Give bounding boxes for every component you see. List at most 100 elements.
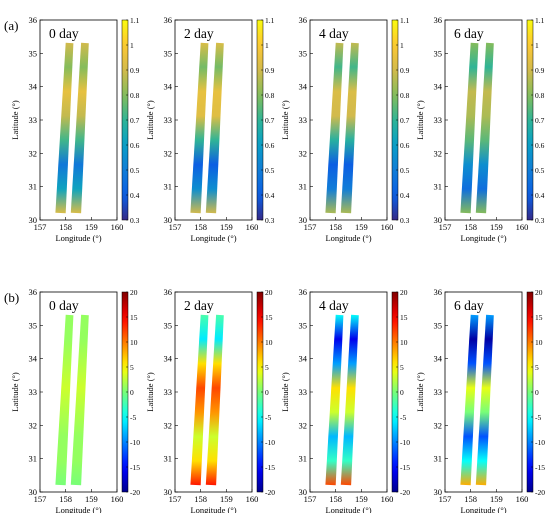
colorbar-tick-label: 1.1 [130,16,140,25]
colorbar-tick-label: 20 [535,288,543,297]
colorbar-tick-label: -20 [265,488,275,497]
x-axis-label: Longitude (°) [55,233,101,243]
x-tick-label: 159 [220,222,233,232]
colorbar-tick-label: -5 [400,413,406,422]
data-swath [460,42,479,214]
colorbar-tick-label: 0.5 [265,166,275,175]
colorbar-tick-label: -10 [400,438,410,447]
colorbar-tick-label: -5 [535,413,541,422]
y-tick-label: 30 [434,487,443,497]
colorbar-tick-label: 5 [400,363,404,372]
colorbar-tick-label: 0.5 [400,166,410,175]
y-tick-label: 31 [299,182,308,192]
map-panel: 4 day 30 31 32 33 34 35 36 157 158 159 160 Longitude… [280,287,410,513]
x-tick-label: 159 [355,222,368,232]
y-tick-label: 36 [164,15,173,25]
colorbar-tick-label: 0.6 [265,141,275,150]
x-tick-label: 157 [439,494,452,504]
y-tick-label: 31 [29,454,38,464]
colorbar-tick-label: -15 [400,463,410,472]
x-axis-label: Longitude (°) [325,233,371,243]
colorbar-tick-label: 0.7 [265,116,275,125]
colorbar-tick-label: 0.7 [400,116,410,125]
colorbar-tick-label: 0 [400,388,404,397]
y-tick-label: 30 [434,215,443,225]
x-tick-label: 160 [111,222,124,232]
colorbar-tick-label: 10 [400,338,408,347]
data-swath [460,314,479,486]
y-tick-label: 33 [164,387,173,397]
y-tick-label: 36 [299,15,308,25]
colorbar-tick-label: -15 [265,463,275,472]
data-swath [205,42,224,214]
colorbar-tick-label: 15 [130,313,138,322]
colorbar-tick-label: 15 [265,313,273,322]
y-axis-label: Latitude (°) [415,100,425,140]
data-swath [325,42,344,214]
map-panel: 4 day 30 31 32 33 34 35 36 157 158 159 160 Longitude… [280,15,410,243]
y-tick-label: 35 [299,48,308,58]
colorbar-tick-label: 1 [265,41,269,50]
x-tick-label: 158 [194,222,207,232]
data-swath [190,314,209,486]
colorbar-tick-label: 0.6 [130,141,140,150]
map-panel: 0 day 30 31 32 33 34 35 36 157 158 159 160 Longitude… [10,287,140,513]
y-tick-label: 35 [164,48,173,58]
y-axis-label: Latitude (°) [415,372,425,412]
colorbar-tick-label: 0.3 [400,216,410,225]
colorbar-tick-label: 0.3 [535,216,545,225]
x-tick-label: 160 [111,494,124,504]
y-tick-label: 35 [299,320,308,330]
colorbar-tick-label: 0.9 [265,66,275,75]
data-swath [205,314,224,486]
y-tick-label: 33 [29,387,38,397]
data-swath [55,314,74,486]
colorbar-tick-label: -10 [265,438,275,447]
y-tick-label: 32 [29,148,38,158]
y-tick-label: 34 [164,354,173,364]
colorbar-tick-label: 0.8 [130,91,140,100]
colorbar-tick-label: 0.4 [265,191,275,200]
y-tick-label: 30 [164,487,173,497]
y-tick-label: 30 [299,487,308,497]
colorbar-tick-label: 0.7 [535,116,545,125]
x-tick-label: 159 [220,494,233,504]
x-tick-label: 160 [381,222,394,232]
y-tick-label: 30 [29,215,38,225]
x-tick-label: 159 [490,494,503,504]
y-tick-label: 33 [434,387,443,397]
map-panel: 2 day 30 31 32 33 34 35 36 157 158 159 160 Longitude… [145,287,275,513]
x-tick-label: 158 [329,222,342,232]
colorbar-tick-label: 0.3 [265,216,275,225]
panel-title: 4 day [319,26,349,41]
y-tick-label: 33 [299,115,308,125]
colorbar-tick-label: 20 [265,288,273,297]
y-tick-label: 31 [434,182,443,192]
colorbar-tick-label: 20 [130,288,138,297]
map-panel: 2 day 30 31 32 33 34 35 36 157 158 159 160 Longitude… [145,15,275,243]
colorbar-tick-label: 5 [265,363,269,372]
y-tick-label: 35 [29,48,38,58]
y-tick-label: 33 [29,115,38,125]
colorbar-tick-label: 0.8 [400,91,410,100]
x-tick-label: 157 [169,494,182,504]
x-tick-label: 157 [439,222,452,232]
colorbar-tick-label: -5 [265,413,271,422]
colorbar-tick-label: 0.3 [130,216,140,225]
x-tick-label: 157 [34,494,47,504]
y-tick-label: 36 [434,15,443,25]
colorbar-tick-label: 15 [535,313,543,322]
x-tick-label: 160 [246,222,259,232]
y-tick-label: 36 [29,15,38,25]
y-axis-label: Latitude (°) [145,100,155,140]
colorbar-tick-label: 0.5 [535,166,545,175]
y-tick-label: 32 [434,148,443,158]
colorbar-tick-label: -20 [535,488,545,497]
panel-title: 0 day [49,26,79,41]
row-label: (b) [4,290,19,305]
figure-row-b: (b) 0 day 30 31 32 33 34 35 36 157 158 159 160 Longit… [4,287,545,513]
x-axis-label: Longitude (°) [460,233,506,243]
colorbar-tick-label: -5 [130,413,136,422]
colorbar-tick-label: 1 [130,41,134,50]
